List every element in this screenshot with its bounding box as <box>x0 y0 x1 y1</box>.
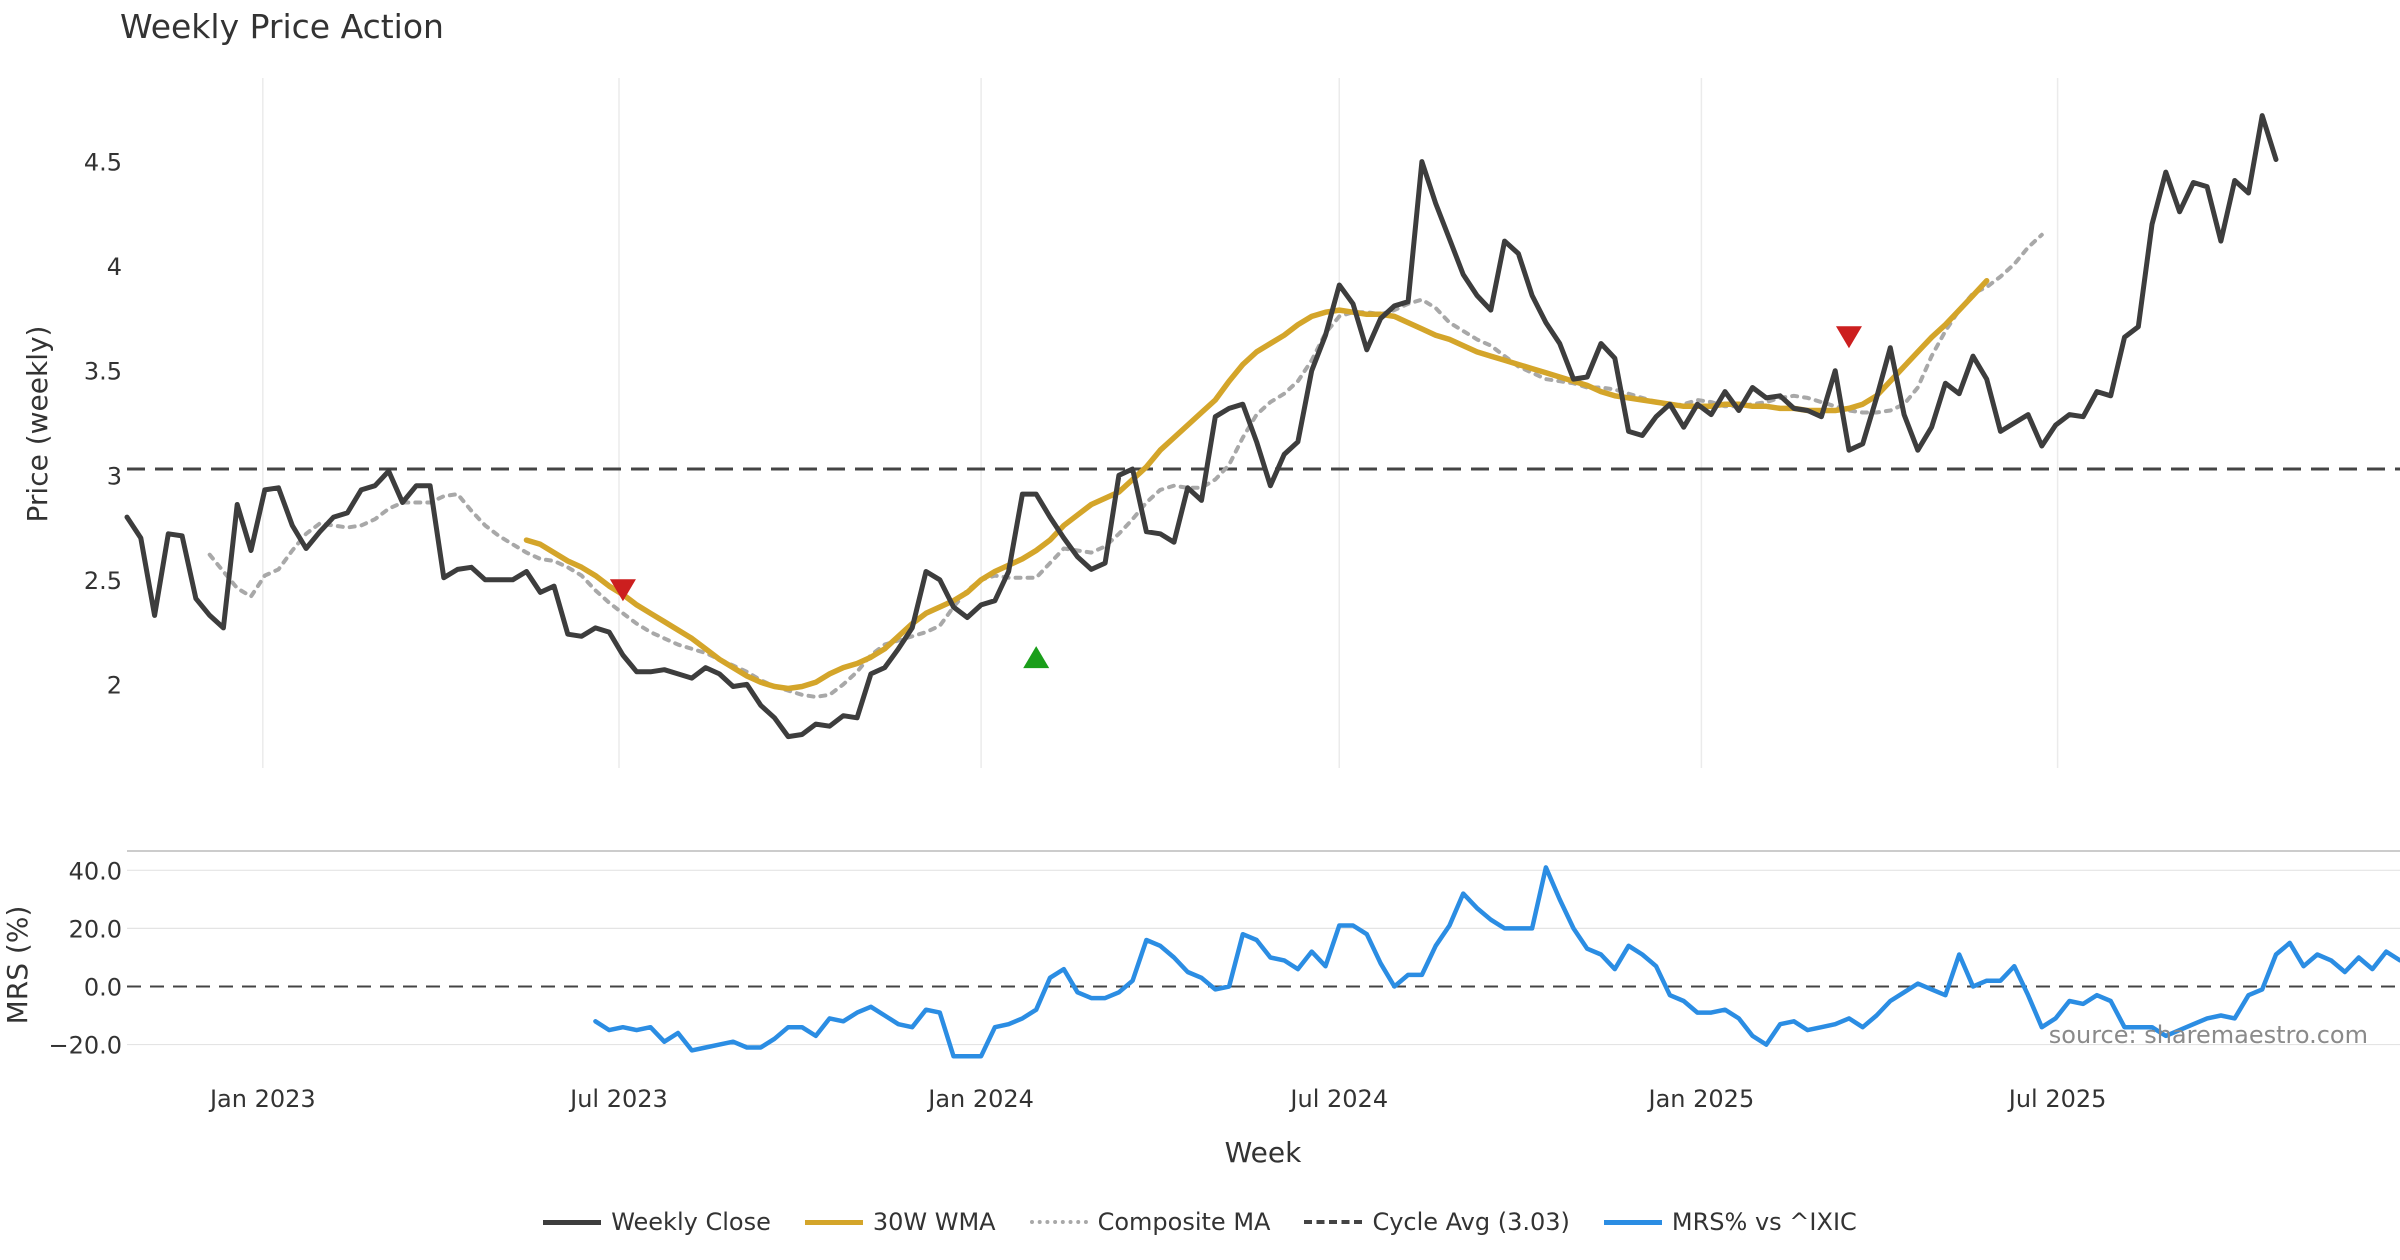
mrs-axis-label: MRS (%) <box>1 906 34 1025</box>
x-tick-label: Jan 2024 <box>926 1085 1034 1113</box>
x-tick-label: Jan 2023 <box>208 1085 316 1113</box>
legend-label-wma: 30W WMA <box>872 1208 996 1236</box>
mrs-tick-label: 20.0 <box>69 915 122 943</box>
price-tick-label: 3 <box>107 462 122 490</box>
legend-item-cycle-avg: Cycle Avg (3.03) <box>1304 1208 1570 1236</box>
legend-item-mrs: MRS% vs ^IXIC <box>1603 1208 1857 1236</box>
legend-swatch-mrs <box>1603 1219 1662 1225</box>
price-tick-label: 4 <box>107 253 122 281</box>
legend-item-wma: 30W WMA <box>804 1208 996 1236</box>
series-line-30w-wma <box>523 278 1990 692</box>
price-tick-label: 2.5 <box>84 567 122 595</box>
buy-signal-marker <box>1023 646 1050 669</box>
legend-label-cycle-avg: Cycle Avg (3.03) <box>1372 1208 1570 1236</box>
legend-swatch-cycle-avg <box>1304 1220 1363 1224</box>
series-line-weekly-close <box>124 113 2279 740</box>
series-line-mrs-vs-ixic <box>593 865 2400 1059</box>
x-tick-label: Jan 2025 <box>1647 1085 1755 1113</box>
series-line-composite-ma <box>207 232 2044 699</box>
source-watermark: source: sharemaestro.com <box>2049 1021 2368 1049</box>
week-axis-label: Week <box>1225 1136 1302 1169</box>
price-tick-label: 4.5 <box>84 149 122 177</box>
legend-label-mrs: MRS% vs ^IXIC <box>1671 1208 1857 1236</box>
chart-legend: Weekly Close 30W WMA Composite MA Cycle … <box>0 1208 2400 1236</box>
sell-signal-marker <box>1835 326 1862 349</box>
legend-label-composite-ma: Composite MA <box>1097 1208 1271 1236</box>
price-tick-label: 2 <box>107 671 122 699</box>
mrs-tick-label: −20.0 <box>48 1032 122 1060</box>
legend-item-weekly-close: Weekly Close <box>543 1208 771 1236</box>
price-tick-label: 3.5 <box>84 358 122 386</box>
legend-swatch-weekly-close <box>543 1219 602 1225</box>
x-tick-label: Jul 2024 <box>1288 1085 1388 1113</box>
x-tick-label: Jul 2025 <box>2007 1085 2107 1113</box>
sell-signal-marker <box>609 579 636 602</box>
mrs-tick-label: 40.0 <box>69 857 122 885</box>
chart-title: Weekly Price Action <box>120 7 444 46</box>
x-tick-label: Jul 2023 <box>568 1085 668 1113</box>
mrs-tick-label: 0.0 <box>84 973 122 1001</box>
legend-item-composite-ma: Composite MA <box>1029 1208 1271 1236</box>
legend-label-weekly-close: Weekly Close <box>611 1208 771 1236</box>
legend-swatch-wma <box>804 1219 863 1225</box>
price-axis-label: Price (weekly) <box>21 326 54 523</box>
legend-swatch-composite-ma <box>1029 1220 1088 1224</box>
